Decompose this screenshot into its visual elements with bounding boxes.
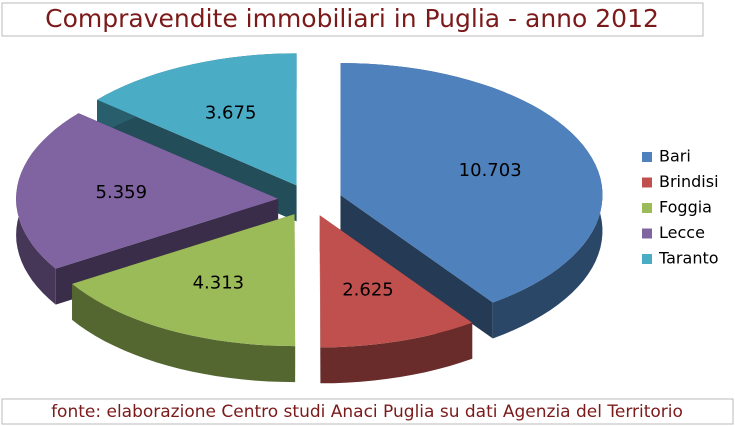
slice-side-wall <box>319 215 321 384</box>
slice-top <box>16 113 279 269</box>
slice-top <box>72 214 296 347</box>
chart-title: Compravendite immobiliari in Puglia - an… <box>45 4 659 33</box>
legend-swatch <box>642 254 652 264</box>
source-box <box>1 398 734 425</box>
value-label: 3.675 <box>205 102 257 123</box>
value-label: 5.359 <box>96 182 148 203</box>
legend-label: Lecce <box>659 223 705 242</box>
legend-swatch <box>642 203 652 213</box>
value-label: 10.703 <box>459 160 522 181</box>
slice-side-wall <box>340 195 493 339</box>
legend-swatch <box>642 152 652 162</box>
value-label: 2.625 <box>342 280 394 301</box>
pie-slice <box>72 214 296 383</box>
slice-outer-wall <box>72 283 296 383</box>
slice-outer-wall <box>320 322 473 384</box>
title-box <box>1 2 704 37</box>
legend-label: Brindisi <box>659 172 719 191</box>
legend-swatch <box>642 177 652 188</box>
legend-swatch <box>642 228 652 239</box>
slice-top <box>97 53 297 186</box>
legend-label: Bari <box>659 147 691 166</box>
slice-top <box>340 63 603 303</box>
pie-slice <box>319 215 473 384</box>
legend-label: Foggia <box>659 198 712 217</box>
pie-slice <box>340 63 603 339</box>
slice-top <box>319 215 473 348</box>
value-label: 4.313 <box>193 272 245 293</box>
source-note: fonte: elaborazione Centro studi Anaci P… <box>51 402 683 422</box>
legend-label: Taranto <box>658 249 719 268</box>
